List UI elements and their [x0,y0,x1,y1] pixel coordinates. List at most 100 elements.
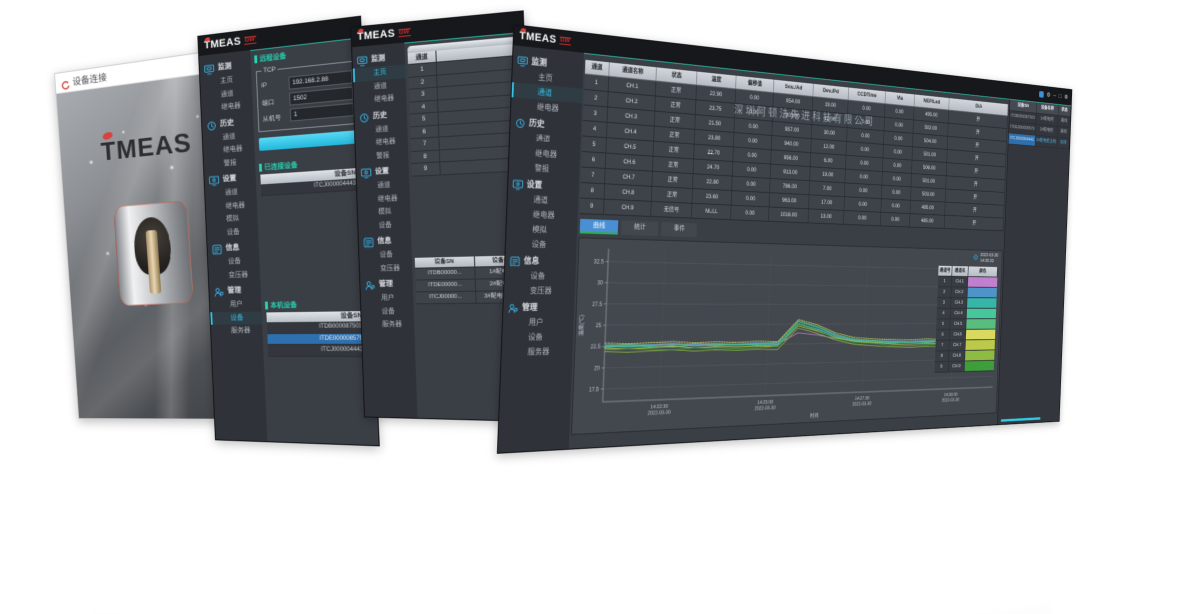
sidebar-item[interactable]: 用户 [229,301,243,309]
admin-icon [507,301,519,312]
legend-row[interactable]: 4 CH.4 [936,308,997,320]
legend-channel-no: 3 [936,297,952,308]
sidebar-item[interactable]: 设备 [527,332,543,342]
settings-icon [208,173,220,184]
tab-stats[interactable]: 统计 [621,220,659,236]
history-icon [205,118,217,130]
sidebar-section[interactable]: 信息 [207,238,259,257]
cell: 22.80 [692,174,733,191]
legend-row[interactable]: 1 CH.1 [937,276,998,288]
line-chart-svg: 17.52022.52527.53032.514:22:302022-03-30… [577,238,1003,419]
legend-channel-name: CH.7 [949,340,966,351]
sidebar-item[interactable]: 变压器 [380,264,401,272]
sidebar-section-label: 历史 [528,117,545,129]
cell: 0.00 [731,191,770,207]
cell: 3#配电柜主线 [1035,135,1058,148]
sidebar-section-label: 历史 [219,117,235,128]
brand-logo: TMEAS [519,27,557,45]
cell: CH.9 [603,199,652,216]
info-icon [362,235,374,246]
cell: ITDE00000... [415,279,477,291]
window4-main: 通道 通道名称 状态 温度 偏移值 Sou./Ad Dev./Pd CCDTime Via NEP… [568,52,1010,449]
cell: 0.00 [882,158,913,174]
window-remote-config: TMEAS GW 监测 主页 通道 继电器 历史 通道 继电器 警报 设置 通道 继电器 模拟 设备 信息… [197,15,380,447]
sidebar-section-label: 信息 [377,235,392,245]
legend-channel-name: CH.3 [950,297,968,308]
monitor-icon [203,62,215,74]
legend-color-swatch [966,318,996,329]
sidebar-section[interactable]: 信息 [505,251,576,269]
cell: 22.70 [694,144,734,162]
sidebar-section[interactable]: 管理 [209,281,261,299]
sidebar-item[interactable]: 服务器 [230,327,251,335]
legend-color-swatch [964,360,995,372]
sidebar-item[interactable]: 用户 [528,317,544,327]
gear-icon[interactable]: ⚙ [972,253,979,263]
sidebar-section-label: 监测 [531,55,548,68]
horizontal-scrollbar[interactable] [1000,417,1041,422]
legend-channel-no: 6 [935,329,951,340]
sidebar-item[interactable]: 设备 [210,311,263,325]
legend-channel-no: 1 [937,276,953,287]
sidebar-item[interactable]: 设备 [531,239,547,250]
svg-text:14:22:302022-03-30: 14:22:302022-03-30 [647,404,670,417]
cell: 在线 [1057,137,1070,149]
cell: 501.00 [911,173,947,189]
svg-text:30: 30 [597,281,603,287]
legend-color-swatch [967,287,997,298]
sidebar-item[interactable]: 设备 [530,271,546,281]
svg-text:14:25:002022-03-30: 14:25:002022-03-30 [754,400,775,412]
cell: 506.00 [911,160,947,176]
sidebar-item[interactable]: 变压器 [529,286,552,296]
sidebar-section[interactable]: 信息 [359,231,412,249]
cell: 0.00 [883,131,914,147]
cell: 正常 [651,186,693,203]
channel-number: 1 [407,62,438,77]
maximize-icon[interactable]: □ [1058,92,1062,100]
panel-accent-bar [254,55,257,64]
cell: 19.00 [810,167,846,183]
sensor-product-image [113,200,194,307]
app-icon[interactable] [1038,90,1044,98]
cell: 24.70 [693,159,734,176]
cell: 0.00 [732,162,772,178]
tab-curve[interactable]: 曲线 [579,218,619,235]
settings-icon [360,166,372,177]
legend-row[interactable]: 5 CH.5 [936,318,996,330]
cell: 956.00 [771,150,812,167]
sidebar-section[interactable]: 管理 [503,298,574,315]
legend-row[interactable]: 9 CH.9 [934,360,995,373]
cell: 0.00 [882,171,912,187]
sidebar-item[interactable]: 设备 [381,307,395,315]
connect-button[interactable] [258,129,361,151]
brand-badge: GW [397,27,411,38]
tab-events[interactable]: 事件 [661,222,698,238]
legend-color-swatch [965,329,996,340]
cell: 0.00 [732,176,771,193]
sidebar-item[interactable]: 服务器 [527,347,550,357]
info-icon [211,242,223,253]
sidebar-item[interactable]: 变压器 [228,271,249,279]
close-icon[interactable]: ⊗ [1064,93,1069,101]
cell: 0.00 [881,185,912,200]
legend-row[interactable]: 2 CH.2 [937,287,997,299]
channel-number: 6 [410,125,440,139]
minimize-icon[interactable]: – [1053,91,1057,100]
column-header: 设备SN [414,255,476,268]
field-input[interactable]: 1 [289,102,355,122]
legend-channel-name: CH.8 [948,350,966,361]
legend-row[interactable]: 3 CH.3 [936,297,997,309]
cell: 0.00 [881,199,911,214]
cell: 开 [944,215,1004,231]
panel-title-text: 远程设备 [259,52,287,63]
cell: ITCJ000004443 [1008,133,1036,146]
sidebar-section[interactable]: 管理 [360,275,413,292]
cell: 0.00 [730,205,770,221]
panel-accent-bar [258,163,262,172]
sidebar-item[interactable]: 用户 [381,294,395,302]
cell: 0.00 [880,212,911,227]
sidebar-item[interactable]: 服务器 [382,321,402,329]
legend-channel-no: 7 [935,340,950,351]
sidebar-item[interactable]: 设备 [379,251,393,259]
gear-icon[interactable]: ⚙ [1046,91,1051,99]
